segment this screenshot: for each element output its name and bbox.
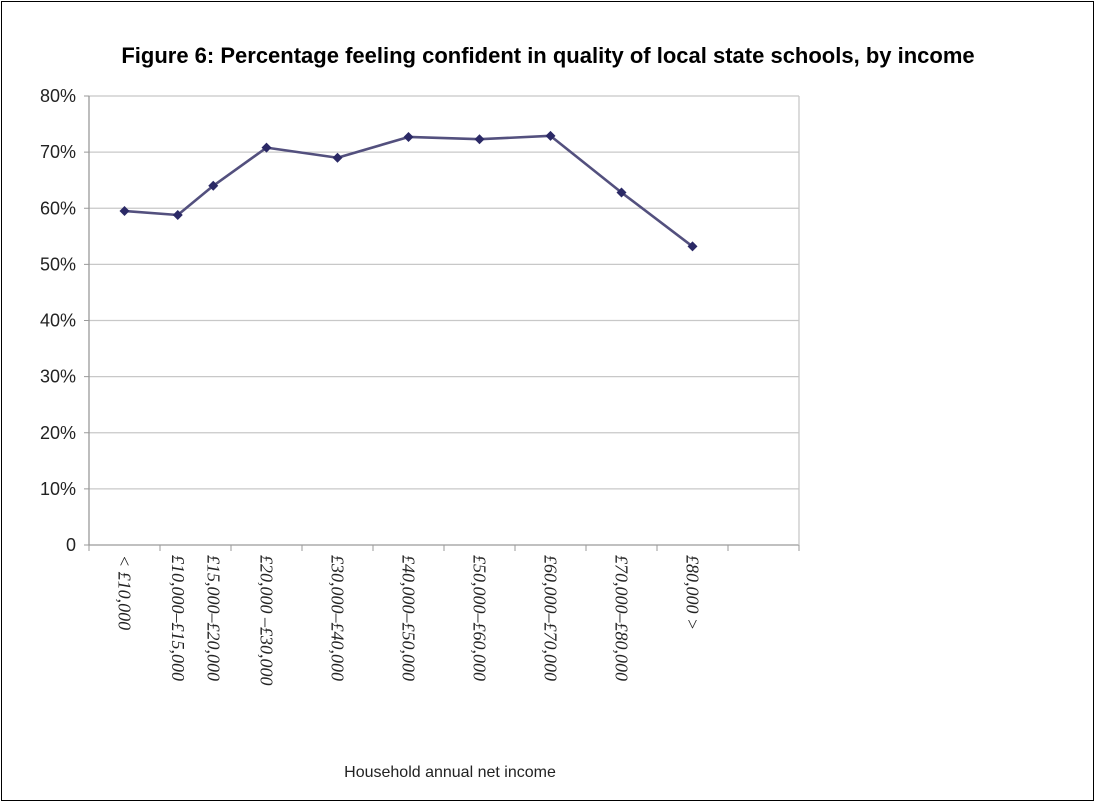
y-tick-label: 60% xyxy=(40,198,76,218)
data-point xyxy=(475,134,485,144)
x-tick-label: £20,000 –£30,000 xyxy=(257,555,277,686)
axes xyxy=(84,96,799,551)
data-point xyxy=(333,153,343,163)
x-tick-label: £60,000–£70,000 xyxy=(541,555,561,681)
x-tick-label: < £10,000 xyxy=(115,555,135,630)
series xyxy=(120,131,698,252)
data-point xyxy=(120,206,130,216)
x-tick-label: £10,000–£15,000 xyxy=(168,555,188,681)
y-tick-label: 10% xyxy=(40,479,76,499)
x-tick-label: £50,000–£60,000 xyxy=(470,555,490,681)
x-tick-label: £70,000–£80,000 xyxy=(612,555,632,681)
x-tick-label: £30,000–£40,000 xyxy=(328,555,348,681)
x-tick-labels: < £10,000 £10,000–£15,000 £15,000–£20,000 £… xyxy=(115,555,703,686)
x-tick-label: £15,000–£20,000 xyxy=(203,555,223,681)
y-tick-label: 70% xyxy=(40,142,76,162)
data-point xyxy=(404,132,414,142)
y-tick-label: 0 xyxy=(66,535,76,555)
y-tick-label: 80% xyxy=(40,86,76,106)
y-tick-label: 50% xyxy=(40,254,76,274)
x-tick-label: £80,000 > xyxy=(683,555,703,630)
x-tick-label: £40,000–£50,000 xyxy=(399,555,419,681)
y-tick-label: 20% xyxy=(40,423,76,443)
y-tick-label: 30% xyxy=(40,367,76,387)
y-tick-label: 40% xyxy=(40,311,76,331)
x-axis-label: Household annual net income xyxy=(0,764,900,782)
y-tick-labels: 0 10% 20% 30% 40% 50% 60% 70% 80% xyxy=(40,86,76,555)
gridlines xyxy=(89,96,799,489)
